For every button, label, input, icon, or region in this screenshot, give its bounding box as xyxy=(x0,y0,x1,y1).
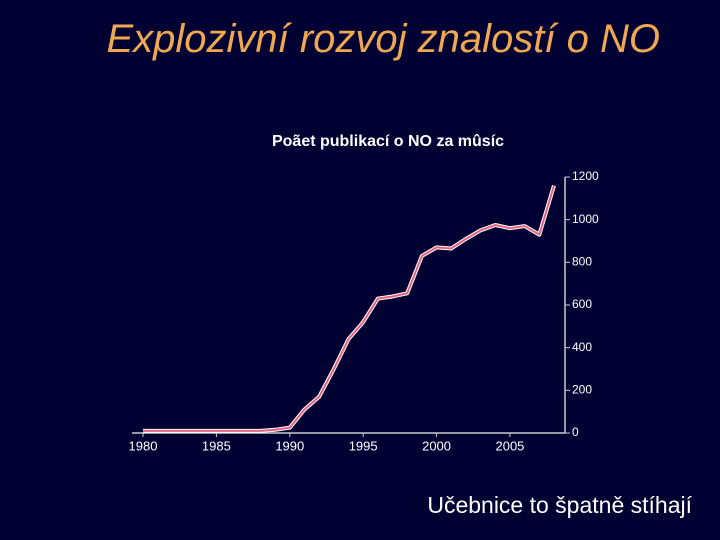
y-tick-label: 1200 xyxy=(572,169,599,183)
y-tick-label: 200 xyxy=(572,383,592,397)
line xyxy=(143,185,555,432)
slide-footer: Učebnice to špatně stíhají xyxy=(427,492,692,518)
line-outline xyxy=(143,184,556,433)
x-tick-label: 1980 xyxy=(129,438,158,453)
x-tick-label: 1995 xyxy=(349,438,378,453)
slide-title: Explozivní rozvoj znalostí o NO xyxy=(106,17,660,61)
x-tick-label: 2005 xyxy=(495,438,524,453)
y-tick-label: 800 xyxy=(572,255,592,269)
y-tick-label: 400 xyxy=(572,340,592,354)
chart-title: Poãet publikací o NO za mûsíc xyxy=(272,133,504,150)
x-tick-label: 1990 xyxy=(275,438,304,453)
y-tick-label: 600 xyxy=(572,297,592,311)
y-tick-label: 0 xyxy=(572,425,579,439)
x-tick-label: 2000 xyxy=(422,438,451,453)
x-tick-label: 1985 xyxy=(202,438,231,453)
y-tick-label: 1000 xyxy=(572,212,599,226)
